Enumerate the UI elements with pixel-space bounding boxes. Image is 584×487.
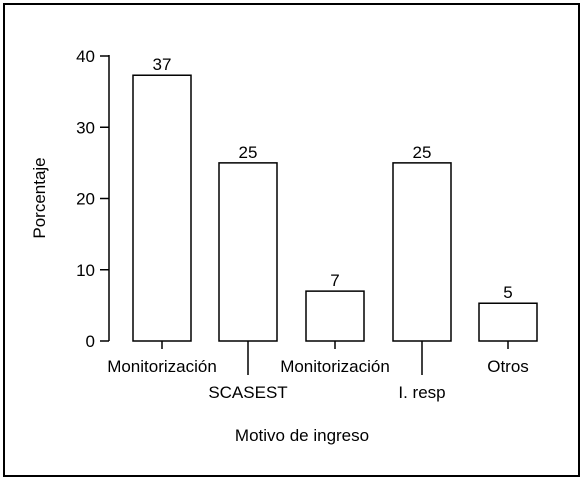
- x-axis-label: Motivo de ingreso: [235, 426, 369, 445]
- bar: [218, 162, 278, 342]
- bar: [392, 162, 452, 342]
- bar-data-label: 5: [503, 283, 512, 302]
- y-tick-label: 0: [86, 332, 95, 351]
- bar: [478, 302, 538, 342]
- y-tick-label: 30: [76, 118, 95, 137]
- y-tick-label: 10: [76, 261, 95, 280]
- bar-data-label: 25: [239, 143, 258, 162]
- bar: [305, 290, 365, 342]
- x-tick-label: SCASEST: [208, 383, 287, 402]
- bar-data-label: 7: [330, 271, 339, 290]
- bars: 37 25 7 25 5: [132, 55, 538, 342]
- y-tick-label: 40: [76, 47, 95, 66]
- x-tick-label: I. resp: [398, 383, 445, 402]
- bar: [132, 74, 192, 342]
- bar-data-label: 25: [413, 143, 432, 162]
- x-tick-label: Monitorización: [280, 357, 390, 376]
- y-axis-label: Porcentaje: [30, 157, 49, 238]
- bar-data-label: 37: [153, 55, 172, 74]
- x-tick-label: Monitorización: [107, 357, 217, 376]
- y-ticks: 0 10 20 30 40: [76, 47, 109, 351]
- x-ticks: Monitorización SCASEST Monitorización I. re…: [107, 341, 529, 402]
- outer-border: [3, 3, 580, 477]
- x-tick-label: Otros: [487, 357, 529, 376]
- y-tick-label: 20: [76, 190, 95, 209]
